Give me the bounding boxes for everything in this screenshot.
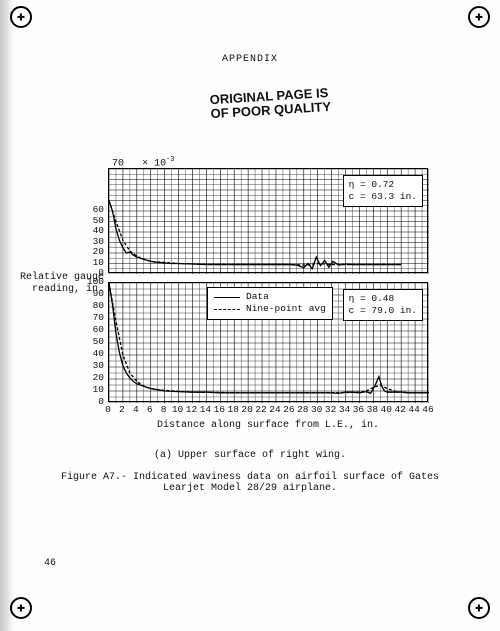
ytick: 30 bbox=[80, 360, 104, 371]
legend-label-avg: Nine-point avg bbox=[246, 303, 326, 315]
ytick: 20 bbox=[80, 246, 104, 257]
xtick: 28 bbox=[296, 404, 310, 415]
legend-entry-data: Data bbox=[214, 291, 326, 303]
xtick: 30 bbox=[310, 404, 324, 415]
xtick: 38 bbox=[365, 404, 379, 415]
figure-caption: Figure A7.- Indicated waviness data on a… bbox=[40, 472, 460, 494]
registration-mark-tl bbox=[10, 6, 32, 28]
xtick: 18 bbox=[226, 404, 240, 415]
ytick: 40 bbox=[80, 348, 104, 359]
xtick: 12 bbox=[184, 404, 198, 415]
ytick: 100 bbox=[80, 276, 104, 287]
ytick: 50 bbox=[80, 336, 104, 347]
xtick: 32 bbox=[324, 404, 338, 415]
bottom-panel-infobox: η = 0.48 c = 79.0 in. bbox=[343, 289, 423, 321]
xtick: 10 bbox=[171, 404, 185, 415]
scan-edge-shadow bbox=[0, 0, 16, 631]
ytick: 20 bbox=[80, 372, 104, 383]
ytick: 30 bbox=[80, 236, 104, 247]
xtick: 8 bbox=[157, 404, 171, 415]
ytick: 60 bbox=[80, 324, 104, 335]
ytick: 90 bbox=[80, 288, 104, 299]
xtick: 46 bbox=[421, 404, 435, 415]
legend-label-data: Data bbox=[246, 291, 269, 303]
ytick: 70 bbox=[80, 312, 104, 323]
xtick: 44 bbox=[407, 404, 421, 415]
registration-mark-tr bbox=[468, 6, 490, 28]
xtick: 20 bbox=[240, 404, 254, 415]
top-panel-wrap: 0102030405060 η = 0.72 c = 63.3 in. bbox=[108, 168, 428, 273]
ytick: 60 bbox=[80, 204, 104, 215]
legend-chip-dashed bbox=[214, 309, 240, 310]
xtick: 0 bbox=[101, 404, 115, 415]
ytick: 80 bbox=[80, 300, 104, 311]
xtick: 26 bbox=[282, 404, 296, 415]
x-ticks: 0246810121416182022242628303234363840424… bbox=[108, 404, 428, 418]
subcaption: (a) Upper surface of right wing. bbox=[0, 450, 500, 461]
xtick: 42 bbox=[393, 404, 407, 415]
appendix-header: APPENDIX bbox=[0, 54, 500, 65]
top-panel-infobox: η = 0.72 c = 63.3 in. bbox=[343, 175, 423, 207]
page: APPENDIX ORIGINAL PAGE IS OF POOR QUALIT… bbox=[0, 0, 500, 631]
ytick: 40 bbox=[80, 225, 104, 236]
top-panel-plot: η = 0.72 c = 63.3 in. bbox=[108, 168, 428, 273]
bottom-chord: c = 79.0 in. bbox=[349, 305, 417, 317]
xtick: 14 bbox=[198, 404, 212, 415]
xtick: 2 bbox=[115, 404, 129, 415]
xtick: 22 bbox=[254, 404, 268, 415]
quality-stamp: ORIGINAL PAGE IS OF POOR QUALITY bbox=[209, 83, 380, 121]
xtick: 36 bbox=[351, 404, 365, 415]
bottom-panel-plot: Data Nine-point avg η = 0.48 c = 79.0 in… bbox=[108, 282, 428, 402]
legend-box: Data Nine-point avg bbox=[207, 287, 333, 320]
ytick: 10 bbox=[80, 384, 104, 395]
page-number: 46 bbox=[44, 558, 56, 569]
ytick: 10 bbox=[80, 257, 104, 268]
bottom-eta: η = 0.48 bbox=[349, 293, 417, 305]
xtick: 34 bbox=[338, 404, 352, 415]
y-multiplier-exp: -3 bbox=[166, 156, 174, 164]
xtick: 16 bbox=[212, 404, 226, 415]
top-eta: η = 0.72 bbox=[349, 179, 417, 191]
registration-mark-bl bbox=[10, 597, 32, 619]
xtick: 24 bbox=[268, 404, 282, 415]
ytick: 50 bbox=[80, 215, 104, 226]
bottom-panel-wrap: 0102030405060708090100 Data Nine-point a… bbox=[108, 282, 428, 402]
legend-entry-avg: Nine-point avg bbox=[214, 303, 326, 315]
legend-chip-solid bbox=[214, 297, 240, 298]
x-axis-label: Distance along surface from L.E., in. bbox=[108, 420, 428, 431]
xtick: 6 bbox=[143, 404, 157, 415]
registration-mark-br bbox=[468, 597, 490, 619]
xtick: 4 bbox=[129, 404, 143, 415]
top-chord: c = 63.3 in. bbox=[349, 191, 417, 203]
xtick: 40 bbox=[379, 404, 393, 415]
